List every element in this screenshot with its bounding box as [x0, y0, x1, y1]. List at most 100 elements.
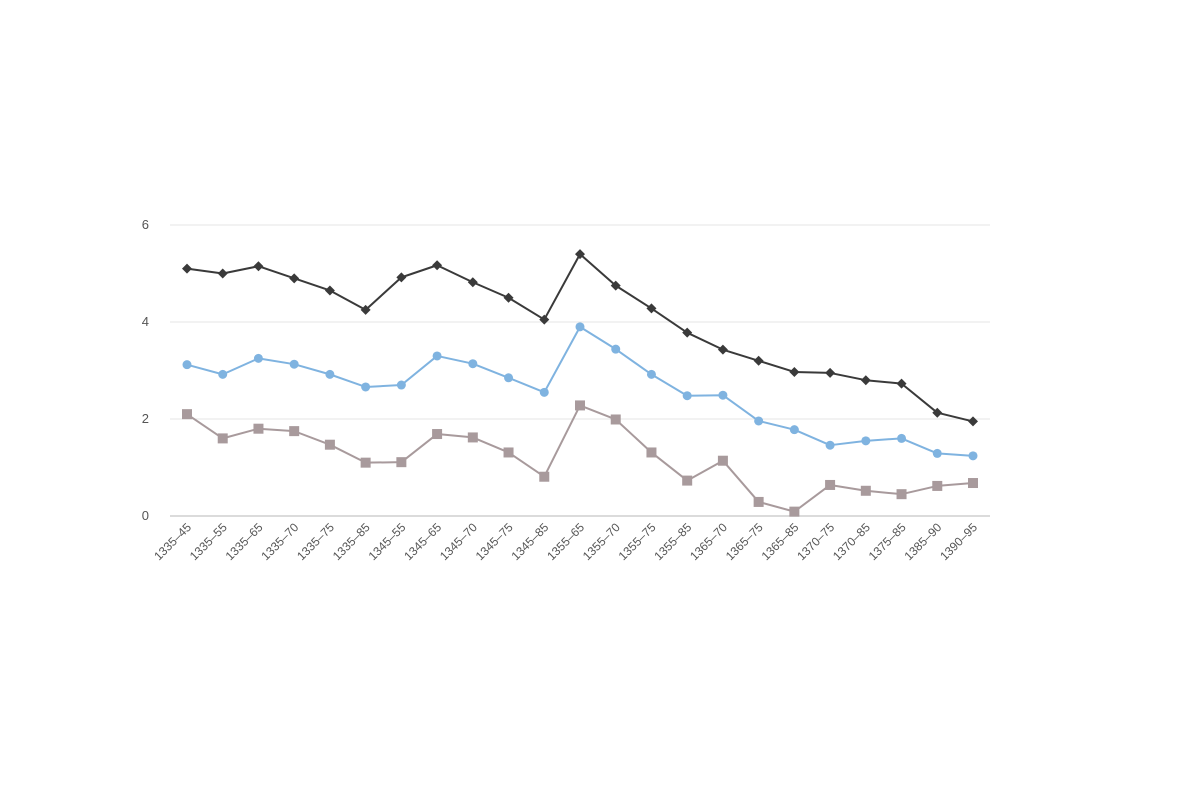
data-point	[646, 447, 657, 458]
data-point	[503, 292, 514, 303]
data-point	[253, 353, 263, 363]
data-point	[360, 457, 371, 468]
data-point	[396, 380, 406, 390]
data-point	[717, 344, 728, 355]
data-point	[860, 375, 871, 386]
data-point	[753, 496, 764, 507]
data-point	[825, 440, 835, 450]
series-1	[182, 249, 978, 427]
x-tick-label: 1370–75	[794, 520, 837, 563]
data-point	[718, 390, 728, 400]
x-tick-label: 1345–70	[437, 520, 480, 563]
data-point	[217, 268, 228, 279]
series-3	[182, 400, 978, 517]
data-point	[789, 506, 800, 517]
x-tick-label: 1335–55	[187, 520, 230, 563]
data-point	[396, 272, 407, 283]
x-tick-label: 1365–70	[687, 520, 730, 563]
x-tick-label: 1335–75	[294, 520, 337, 563]
data-point	[325, 369, 335, 379]
data-point	[539, 471, 550, 482]
x-tick-label: 1335–85	[330, 520, 373, 563]
data-point	[468, 359, 478, 369]
data-point	[860, 485, 871, 496]
data-point	[324, 439, 335, 450]
data-point	[789, 366, 800, 377]
data-point	[896, 489, 907, 500]
data-point	[504, 373, 514, 383]
x-tick-label: 1375–85	[866, 520, 909, 563]
x-tick-label: 1355–70	[580, 520, 623, 563]
data-point	[396, 457, 407, 468]
series-line	[186, 325, 974, 457]
series-line	[186, 253, 974, 423]
data-point	[610, 280, 621, 291]
series-2	[182, 322, 978, 461]
x-tick-label: 1335–45	[151, 520, 194, 563]
data-point	[754, 416, 764, 426]
data-point	[682, 391, 692, 401]
x-tick-label: 1345–55	[366, 520, 409, 563]
data-point	[432, 260, 443, 271]
data-point	[611, 344, 621, 354]
data-point	[432, 351, 442, 361]
x-tick-label: 1355–85	[651, 520, 694, 563]
data-point	[932, 480, 943, 491]
x-tick-label: 1370–85	[830, 520, 873, 563]
data-point	[289, 273, 300, 284]
x-tick-label: 1335–70	[258, 520, 301, 563]
x-tick-label: 1365–75	[723, 520, 766, 563]
data-point	[575, 400, 585, 411]
data-point	[825, 479, 836, 490]
data-point	[360, 304, 371, 315]
data-point	[182, 360, 192, 370]
y-tick-label: 2	[142, 411, 149, 426]
data-point	[932, 407, 943, 418]
data-point	[324, 285, 335, 296]
data-point	[253, 423, 264, 434]
data-point	[289, 359, 299, 369]
data-point	[861, 436, 871, 446]
data-point	[682, 327, 693, 338]
data-point	[825, 367, 836, 378]
data-point	[646, 303, 657, 314]
x-tick-label: 1345–65	[401, 520, 444, 563]
data-point	[968, 451, 978, 461]
data-point	[182, 409, 192, 420]
y-tick-label: 0	[142, 508, 149, 523]
data-point	[932, 448, 942, 458]
x-tick-label: 1355–75	[616, 520, 659, 563]
data-point	[896, 378, 907, 389]
data-point	[432, 429, 443, 440]
x-tick-label: 1390–95	[937, 520, 980, 563]
data-point	[968, 478, 978, 489]
data-point	[539, 387, 549, 397]
data-point	[897, 433, 907, 443]
data-point	[575, 249, 585, 260]
data-point	[253, 261, 264, 272]
y-tick-label: 4	[142, 314, 149, 329]
data-point	[289, 426, 300, 437]
data-point	[467, 432, 478, 443]
data-point	[217, 433, 228, 444]
x-tick-label: 1365–85	[759, 520, 802, 563]
x-tick-label: 1385–90	[901, 520, 944, 563]
data-point	[218, 369, 228, 379]
series-layer	[182, 249, 978, 517]
data-point	[646, 369, 656, 379]
x-tick-label: 1355–65	[544, 520, 587, 563]
grid-layer	[170, 224, 990, 420]
data-point	[539, 314, 550, 325]
data-point	[575, 322, 585, 332]
data-point	[753, 355, 764, 366]
x-tick-label: 1345–75	[473, 520, 516, 563]
data-point	[789, 425, 799, 435]
x-tick-label: 1345–85	[508, 520, 551, 563]
series-line	[186, 404, 974, 513]
data-point	[968, 416, 978, 427]
x-tick-label: 1335–65	[223, 520, 266, 563]
data-point	[682, 475, 693, 486]
data-point	[610, 414, 621, 425]
